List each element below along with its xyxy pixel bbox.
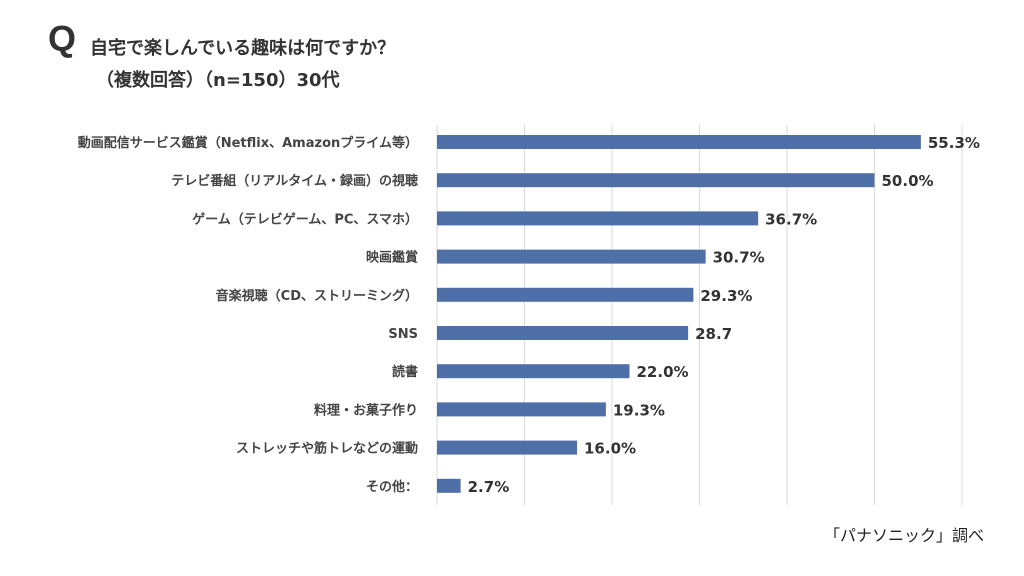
data-label: 30.7%	[713, 249, 765, 267]
category-label: 音楽視聴（CD、ストリーミング）	[216, 288, 418, 304]
data-label: 28.7	[695, 325, 732, 343]
category-label: ゲーム（テレビゲーム、PC、スマホ）	[192, 211, 418, 227]
category-label: 読書	[392, 364, 418, 380]
bar	[437, 249, 706, 264]
bar	[437, 402, 606, 417]
bar	[437, 326, 689, 340]
bar	[437, 211, 759, 226]
bar	[437, 364, 630, 379]
source-note: 「パナソニック」調べ	[823, 526, 984, 545]
data-label: 22.0%	[637, 363, 689, 381]
category-label: 料理・お菓子作り	[314, 402, 418, 418]
data-label: 19.3%	[613, 401, 665, 419]
category-label: 映画鑑賞	[366, 250, 418, 266]
chart-title: 自宅で楽しんでいる趣味は何ですか？	[90, 38, 396, 59]
bar	[437, 440, 577, 455]
data-label: 55.3%	[928, 134, 980, 152]
bar	[437, 135, 921, 149]
category-label: その他：	[366, 479, 418, 495]
bar	[437, 287, 694, 302]
category-label: ストレッチや筋トレなどの運動	[236, 441, 418, 457]
category-label: 動画配信サービス鑑賞（Netflix、Amazonプライム等）	[78, 135, 418, 151]
data-label: 2.7%	[468, 478, 510, 496]
bar	[437, 478, 461, 493]
category-label: テレビ番組（リアルタイム・録画）の視聴	[171, 173, 418, 189]
chart-subtitle: （複数回答）（n=150）30代	[96, 70, 340, 91]
bar	[437, 173, 875, 188]
data-label: 50.0%	[882, 172, 934, 190]
data-label: 16.0%	[584, 440, 636, 458]
data-label: 29.3%	[700, 287, 752, 305]
category-label: SNS	[388, 327, 418, 342]
q-mark: Q	[48, 18, 77, 59]
data-label: 36.7%	[765, 210, 817, 228]
